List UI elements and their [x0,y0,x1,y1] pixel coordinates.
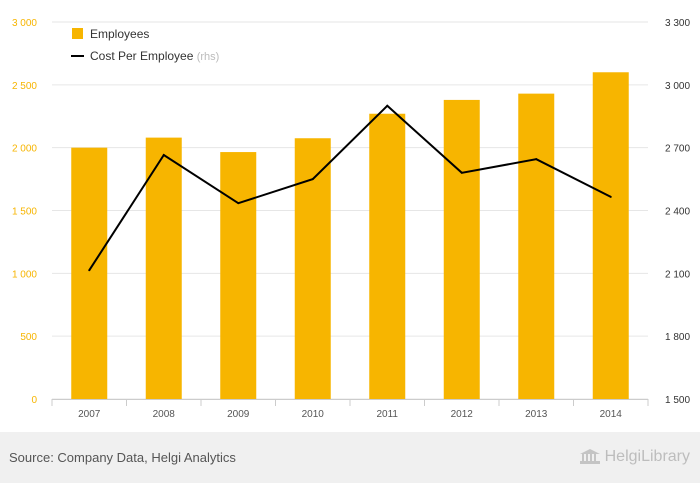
legend-label-cost-per-employee: Cost Per Employee (rhs) [90,49,219,63]
cost-per-employee-point [460,171,463,174]
legend-rhs-suffix: (rhs) [197,51,220,63]
y-right-tick-label: 3 000 [665,81,690,92]
y-left-tick-label: 0 [31,395,37,406]
cost-per-employee-point [386,104,389,107]
bar [592,72,629,400]
bar [145,137,182,399]
y-right-tick-label: 2 100 [665,269,690,280]
source-note: Source: Company Data, Helgi Analytics [9,450,236,465]
bar [220,152,257,399]
y-left-tick-label: 1 500 [12,207,37,218]
y-left-tick-label: 500 [20,332,37,343]
chart-canvas: 0 500 1 000 1 500 2 000 2 500 3 000 1 500 1 800 2… [12,18,690,420]
bar [369,113,406,399]
cost-per-employee-line [88,104,612,271]
x-tick-label: 2007 [78,409,101,420]
y-left-tick-label: 2 000 [12,144,37,155]
x-tick-label: 2011 [376,409,398,420]
legend-swatch-employees [72,28,83,39]
library-building-icon [579,449,600,464]
y-right-tick-label: 2 400 [665,207,690,218]
x-tick-label: 2014 [600,409,623,420]
bar [443,99,480,399]
x-tick-label: 2013 [525,409,548,420]
y-right-tick-label: 3 300 [665,18,690,29]
bar [71,147,108,399]
y-right-tick-label: 1 800 [665,332,690,343]
bar [294,138,331,399]
y-left-tick-label: 1 000 [12,269,37,280]
x-tick-label: 2008 [153,409,176,420]
x-tick-label: 2009 [227,409,250,420]
cost-per-employee-point [88,269,91,272]
legend-label-employees: Employees [90,27,149,41]
cost-per-employee-point [535,158,538,161]
cost-per-employee-point [609,195,612,198]
footer: Source: Company Data, Helgi Analytics He… [0,432,700,483]
y-right-tick-label: 1 500 [665,395,690,406]
y-right-tick-label: 2 700 [665,144,690,155]
bar [518,93,555,399]
y-left-tick-label: 2 500 [12,81,37,92]
x-tick-label: 2012 [451,409,474,420]
y-left-tick-label: 3 000 [12,18,37,29]
cost-per-employee-point [237,202,240,205]
cost-per-employee-point [311,178,314,181]
x-tick-label: 2010 [302,409,325,420]
legend-label-cost-per-employee-text: Cost Per Employee [90,49,197,63]
helgi-library-logo: HelgiLibrary [579,448,690,466]
cost-per-employee-point [162,153,165,156]
logo-text: HelgiLibrary [604,448,690,465]
